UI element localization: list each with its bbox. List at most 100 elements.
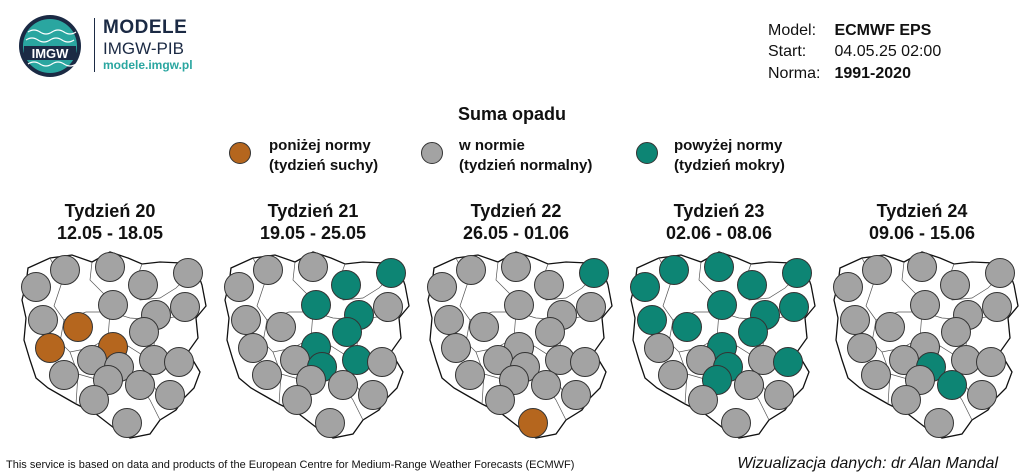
legend-normal-text: w normie (tydzień normalny)	[459, 136, 592, 176]
week-20-header: Tydzień 20 12.05 - 18.05	[10, 200, 210, 244]
map-title: Suma opadu	[457, 104, 566, 124]
station-circle	[862, 255, 892, 285]
station-circle	[779, 292, 809, 322]
footer-author: Wizualizacja danych: dr Alan Mandal	[737, 455, 998, 472]
legend-dry-text: poniżej normy (tydzień suchy)	[269, 136, 378, 176]
station-circle	[737, 270, 767, 300]
station-circle	[840, 305, 870, 335]
meta-start-value: 04.05.25 02:00	[834, 43, 942, 60]
station-circle	[518, 408, 548, 438]
station-circle	[637, 305, 667, 335]
legend-wet-line1: powyżej normy	[674, 137, 783, 154]
station-circle	[485, 385, 515, 415]
station-circle	[561, 380, 591, 410]
station-circle	[35, 333, 65, 363]
meta-start-label: Start:	[768, 43, 807, 60]
station-circle	[501, 252, 531, 282]
station-circle	[941, 317, 971, 347]
station-circle	[659, 255, 689, 285]
station-circle	[252, 360, 282, 390]
station-circle	[456, 255, 486, 285]
station-circle	[95, 252, 125, 282]
logo-divider	[94, 18, 95, 72]
station-circle	[164, 347, 194, 377]
station-circle	[128, 270, 158, 300]
station-circle	[782, 258, 812, 288]
station-circle	[28, 305, 58, 335]
legend-normal-line2: (tydzień normalny)	[459, 157, 593, 174]
station-circle	[427, 272, 457, 302]
week-title: Tydzień 20	[64, 201, 156, 221]
station-circle	[21, 272, 51, 302]
week-title: Tydzień 21	[267, 201, 359, 221]
station-circle	[224, 272, 254, 302]
station-circle	[721, 408, 751, 438]
meta-model-label: Model:	[768, 22, 817, 39]
station-circle	[155, 380, 185, 410]
meta-model-row: Model: ECMWF EPS	[768, 22, 931, 40]
week-map	[833, 251, 1019, 439]
meta-norm-value: 1991-2020	[834, 65, 911, 82]
week-dates: 02.06 - 08.06	[665, 223, 773, 243]
legend-dry-circle	[229, 142, 251, 164]
station-circle	[535, 317, 565, 347]
meta-norm-label: Norma:	[768, 65, 821, 82]
station-circle	[672, 312, 702, 342]
station-circle	[982, 292, 1012, 322]
week-title: Tydzień 23	[673, 201, 765, 221]
station-circle	[282, 385, 312, 415]
station-circle	[434, 305, 464, 335]
station-circle	[298, 252, 328, 282]
legend-wet-text: powyżej normy (tydzień mokry)	[674, 136, 785, 176]
station-circle	[173, 258, 203, 288]
station-circle	[504, 290, 534, 320]
station-circle	[358, 380, 388, 410]
station-circle	[833, 272, 863, 302]
legend-wet-circle	[636, 142, 658, 164]
station-circle	[49, 360, 79, 390]
station-circle	[129, 317, 159, 347]
week-21-header: Tydzień 21 19.05 - 25.05	[213, 200, 413, 244]
week-dates: 19.05 - 25.05	[259, 223, 367, 243]
station-circle	[98, 290, 128, 320]
station-circle	[266, 312, 296, 342]
station-circle	[79, 385, 109, 415]
legend-dry-line2: (tydzień suchy)	[269, 157, 379, 174]
station-circle	[937, 370, 967, 400]
station-circle	[315, 408, 345, 438]
week-24-header: Tydzień 24 09.06 - 15.06	[822, 200, 1022, 244]
meta-norm-row: Norma: 1991-2020	[768, 65, 911, 83]
station-circle	[704, 252, 734, 282]
station-circle	[910, 290, 940, 320]
station-circle	[238, 333, 268, 363]
station-circle	[63, 312, 93, 342]
station-circle	[376, 258, 406, 288]
station-circle	[469, 312, 499, 342]
station-circle	[570, 347, 600, 377]
station-circle	[734, 370, 764, 400]
station-circle	[373, 292, 403, 322]
station-circle	[875, 312, 905, 342]
station-circle	[332, 317, 362, 347]
station-circle	[940, 270, 970, 300]
station-circle	[907, 252, 937, 282]
station-circle	[576, 292, 606, 322]
station-circle	[112, 408, 142, 438]
station-circle	[985, 258, 1015, 288]
station-circle	[630, 272, 660, 302]
station-circle	[50, 255, 80, 285]
station-circle	[924, 408, 954, 438]
station-circle	[170, 292, 200, 322]
imgw-logo-icon: IMGW	[19, 15, 81, 77]
footer-credit: This service is based on data and produc…	[6, 459, 575, 471]
station-circle	[688, 385, 718, 415]
logo-text: IMGW	[32, 46, 70, 61]
meta-start-row: Start: 04.05.25 02:00	[768, 43, 941, 61]
week-title: Tydzień 22	[470, 201, 562, 221]
week-map	[427, 251, 613, 439]
brand-url-link[interactable]: modele.imgw.pl	[103, 58, 193, 72]
week-22-header: Tydzień 22 26.05 - 01.06	[416, 200, 616, 244]
station-circle	[658, 360, 688, 390]
week-map	[630, 251, 816, 439]
legend-normal-circle	[421, 142, 443, 164]
